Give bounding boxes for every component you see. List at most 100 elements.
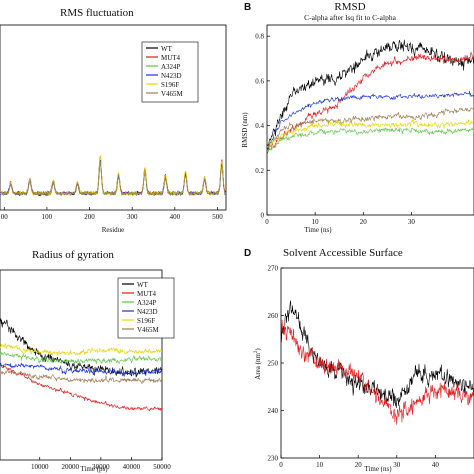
- x-tick-label: 50000: [153, 463, 171, 471]
- series-line-c-0: [0, 318, 162, 378]
- panel-a-xlabel: Residue: [102, 226, 125, 234]
- series-line-a-0: [0, 159, 226, 197]
- series-line-c-4: [0, 342, 162, 356]
- legend-entry: V465M: [161, 90, 184, 98]
- panel-d-x-ticks: 0 10 20 30 40: [279, 455, 439, 469]
- legend-entry: WT: [137, 281, 149, 289]
- series-line-a-2: [0, 163, 226, 196]
- panel-b-ylabel: RMSD (nm): [241, 112, 249, 148]
- panel-b-title: RMSD: [334, 1, 365, 13]
- panel-c-xlabel: Time (ps): [80, 465, 108, 473]
- y-tick-label: 250: [268, 360, 279, 368]
- series-line-d-0: [281, 300, 474, 409]
- panel-b-frame: [266, 24, 474, 216]
- x-tick-label: 400: [170, 213, 181, 221]
- legend-entry: S196F: [137, 317, 155, 325]
- x-tick-label: 10: [316, 461, 324, 469]
- legend-entry: V465M: [137, 326, 160, 334]
- legend-entry: S196F: [161, 81, 179, 89]
- x-tick-label: 200: [84, 213, 95, 221]
- y-tick-label: 230: [268, 455, 279, 463]
- x-tick-label: 100: [42, 213, 53, 221]
- x-tick-label: 500: [212, 213, 223, 221]
- y-tick-label: 270: [268, 265, 279, 273]
- panel-d-letter: D: [244, 248, 251, 259]
- series-line-c-3: [0, 362, 162, 377]
- legend-entry: A324P: [161, 63, 181, 71]
- series-line-a-5: [0, 162, 226, 196]
- panel-d-ylabel-close: ): [254, 348, 262, 351]
- legend-entry: MUT4: [137, 290, 157, 298]
- x-tick-label: 20: [355, 461, 363, 469]
- panel-c-lines: [0, 318, 162, 412]
- panel-d-title: Solvent Accessible Surface: [283, 247, 403, 259]
- y-tick-label: 0.2: [255, 167, 264, 175]
- panel-b-letter: B: [244, 2, 251, 13]
- y-tick-label: 0.4: [255, 122, 264, 130]
- x-tick-label: 10: [312, 218, 320, 226]
- panel-b-xlabel: Time (ns): [304, 226, 332, 234]
- panel-c-frame: [0, 269, 163, 461]
- panel-d-ylabel: Area (nm2): [254, 348, 262, 380]
- legend-entry: A324P: [137, 299, 157, 307]
- series-line-c-5: [0, 370, 162, 385]
- legend-box: [117, 277, 175, 339]
- series-line-a-4: [0, 155, 226, 196]
- panel-rms-fluctuation: RMS fluctuation 00 100 200 300 400 500 Residu…: [0, 7, 227, 234]
- series-line-d-1: [281, 319, 474, 425]
- legend-entry: MUT4: [161, 54, 181, 62]
- panel-radius-of-gyration: Radius of gyration 10000 20000 30000 40000 5…: [0, 249, 175, 473]
- series-line-b-4: [267, 118, 474, 149]
- y-tick-label: 0.8: [255, 33, 264, 41]
- y-tick-label: 0.6: [255, 77, 264, 85]
- panel-b-lines: [267, 39, 474, 154]
- panel-d-ylabel-sup: 2: [254, 350, 259, 353]
- panel-d-frame: [280, 267, 474, 459]
- panel-d-xlabel: Time (ns): [364, 465, 392, 473]
- series-line-a-1: [0, 155, 226, 196]
- x-tick-label: 0: [279, 461, 283, 469]
- x-tick-label: 30: [393, 461, 401, 469]
- series-line-c-2: [0, 350, 162, 365]
- panel-a-x-ticks: 00 100 200 300 400 500: [1, 207, 223, 221]
- x-tick-label: 20: [360, 218, 368, 226]
- panel-b-y-ticks: 0 0.2 0.4 0.6 0.8: [255, 33, 270, 220]
- panel-b-x-ticks: 0 10 20 30: [265, 212, 415, 226]
- x-tick-label: 20000: [62, 463, 80, 471]
- panel-c-title: Radius of gyration: [32, 249, 114, 261]
- legend-entry: N423D: [161, 72, 182, 80]
- x-tick-label: 40000: [123, 463, 141, 471]
- series-line-c-1: [0, 364, 162, 412]
- series-line-b-5: [267, 127, 474, 152]
- panel-d-y-ticks: 230 240 250 260 270: [268, 265, 284, 463]
- series-line-b-1: [267, 51, 474, 154]
- legend-entry: WT: [161, 45, 173, 53]
- panel-a-title: RMS fluctuation: [60, 7, 134, 19]
- series-line-b-2: [267, 90, 474, 150]
- series-line-b-3: [267, 107, 474, 148]
- panel-b-subtitle: C-alpha after lsq fit to C-alpha: [304, 13, 397, 22]
- x-tick-label: 300: [127, 213, 138, 221]
- x-tick-label: 40: [432, 461, 440, 469]
- y-tick-label: 0: [261, 212, 265, 220]
- panel-solvent-accessible-surface: D Solvent Accessible Surface 0 10 20 30 40 2…: [244, 247, 474, 473]
- x-tick-label: 30000: [92, 463, 110, 471]
- x-tick-label: 30: [408, 218, 416, 226]
- panel-d-lines: [281, 300, 474, 425]
- panel-a-lines: [0, 155, 226, 197]
- x-tick-label: 10000: [31, 463, 49, 471]
- legend-box: [141, 41, 199, 103]
- legend-entry: N423D: [137, 308, 158, 316]
- panel-c-x-ticks: 10000 20000 30000 40000 50000: [31, 457, 171, 471]
- panel-rmsd: B RMSD C-alpha after lsq fit to C-alpha …: [241, 1, 474, 234]
- series-line-a-3: [0, 161, 226, 196]
- panel-a-frame: [0, 24, 227, 211]
- series-line-b-0: [267, 39, 474, 150]
- y-tick-label: 240: [268, 407, 279, 415]
- y-tick-label: 260: [268, 312, 279, 320]
- panel-d-ylabel-main: Area (nm: [254, 353, 262, 380]
- x-tick-label: 00: [1, 213, 9, 221]
